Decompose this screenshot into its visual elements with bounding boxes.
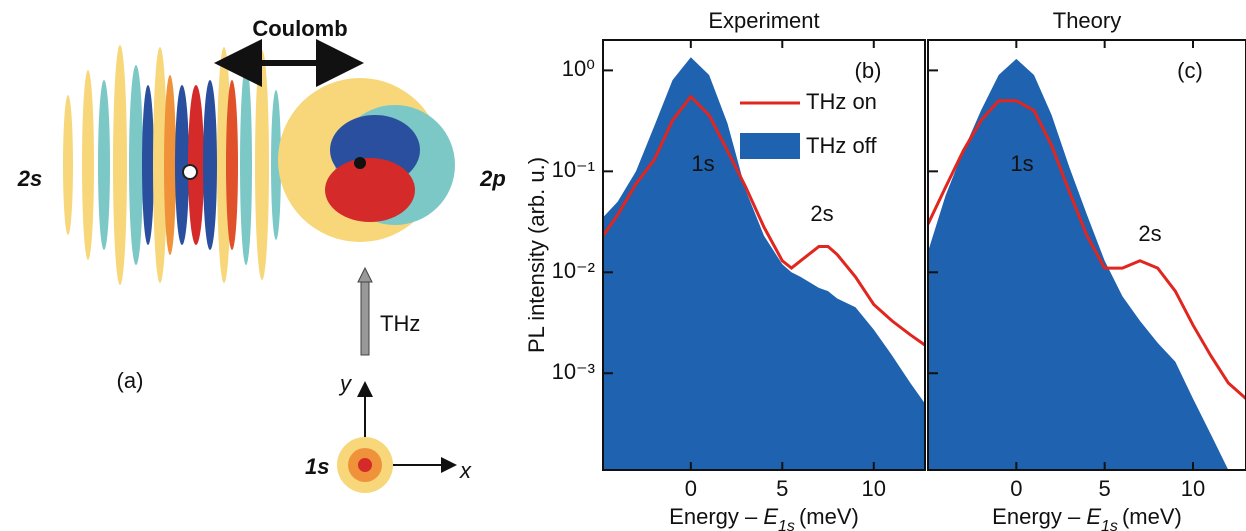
frame: [927, 39, 1246, 471]
x-axis-label-part: 1s: [778, 518, 795, 531]
schematic: Coulomb 2s 2p THz (a) y x 1s: [17, 16, 506, 493]
coulomb-label: Coulomb: [252, 16, 347, 41]
state-1s: 1s: [305, 454, 329, 479]
x-label: x: [459, 458, 472, 483]
x-axis-label-part: Energy –: [669, 504, 763, 529]
x-tick-label: 10: [862, 476, 886, 501]
x-axis-label-part: Energy –: [992, 504, 1086, 529]
legend-label: THz off: [806, 133, 877, 158]
area: [603, 57, 925, 470]
peak-label: 1s: [691, 151, 714, 176]
x-tick-label: 5: [1099, 476, 1111, 501]
y-axis-label: PL intensity (arb. u.): [524, 157, 549, 353]
thz-arrowhead: [357, 266, 373, 283]
frame: [602, 39, 926, 471]
x-axis-label-part: (meV): [1122, 504, 1182, 529]
plot: [603, 57, 925, 470]
legend-swatch: [740, 133, 800, 159]
line: [928, 99, 1246, 400]
state-2p: 2p: [479, 166, 506, 191]
state-2s: 2s: [17, 166, 42, 191]
x-tick-label: 5: [776, 476, 788, 501]
y-tick-label: 10⁻¹: [552, 157, 595, 182]
y-tick-label: 10⁻²: [552, 258, 595, 283]
x-axis-label: Energy – E1s (meV): [992, 504, 1182, 531]
y-tick-label: 10⁰: [562, 56, 595, 81]
x-axis-label-part: E: [1086, 504, 1101, 529]
panel-label: (c): [1177, 58, 1203, 83]
peak-label: 2s: [810, 201, 833, 226]
y-tick-label: 10⁻³: [552, 359, 595, 384]
x-tick-label: 10: [1181, 476, 1205, 501]
peak-label: 1s: [1010, 151, 1033, 176]
x-axis-label: Energy – E1s (meV): [669, 504, 859, 531]
plot: [928, 58, 1246, 470]
x-tick-label: 0: [1010, 476, 1022, 501]
peak-label: 2s: [1138, 221, 1161, 246]
x-axis-label-part: 1s: [1101, 518, 1118, 531]
chart-title: Theory: [1053, 8, 1121, 33]
area: [928, 58, 1246, 470]
thz-label: THz: [380, 311, 420, 336]
line: [603, 94, 925, 347]
x-axis-label-part: (meV): [799, 504, 859, 529]
orbital-2p: [278, 78, 455, 242]
panel-label: (b): [855, 58, 882, 83]
panel-a: (a): [117, 368, 144, 393]
orbital-1s-core: [358, 458, 372, 472]
x-tick-label: 0: [685, 476, 697, 501]
thz-arrow: [360, 279, 370, 356]
wave-2s: [63, 45, 281, 285]
x-axis-label-part: E: [763, 504, 778, 529]
legend-label: THz on: [806, 89, 877, 114]
chart-title: Experiment: [708, 8, 819, 33]
y-label: y: [338, 371, 353, 396]
